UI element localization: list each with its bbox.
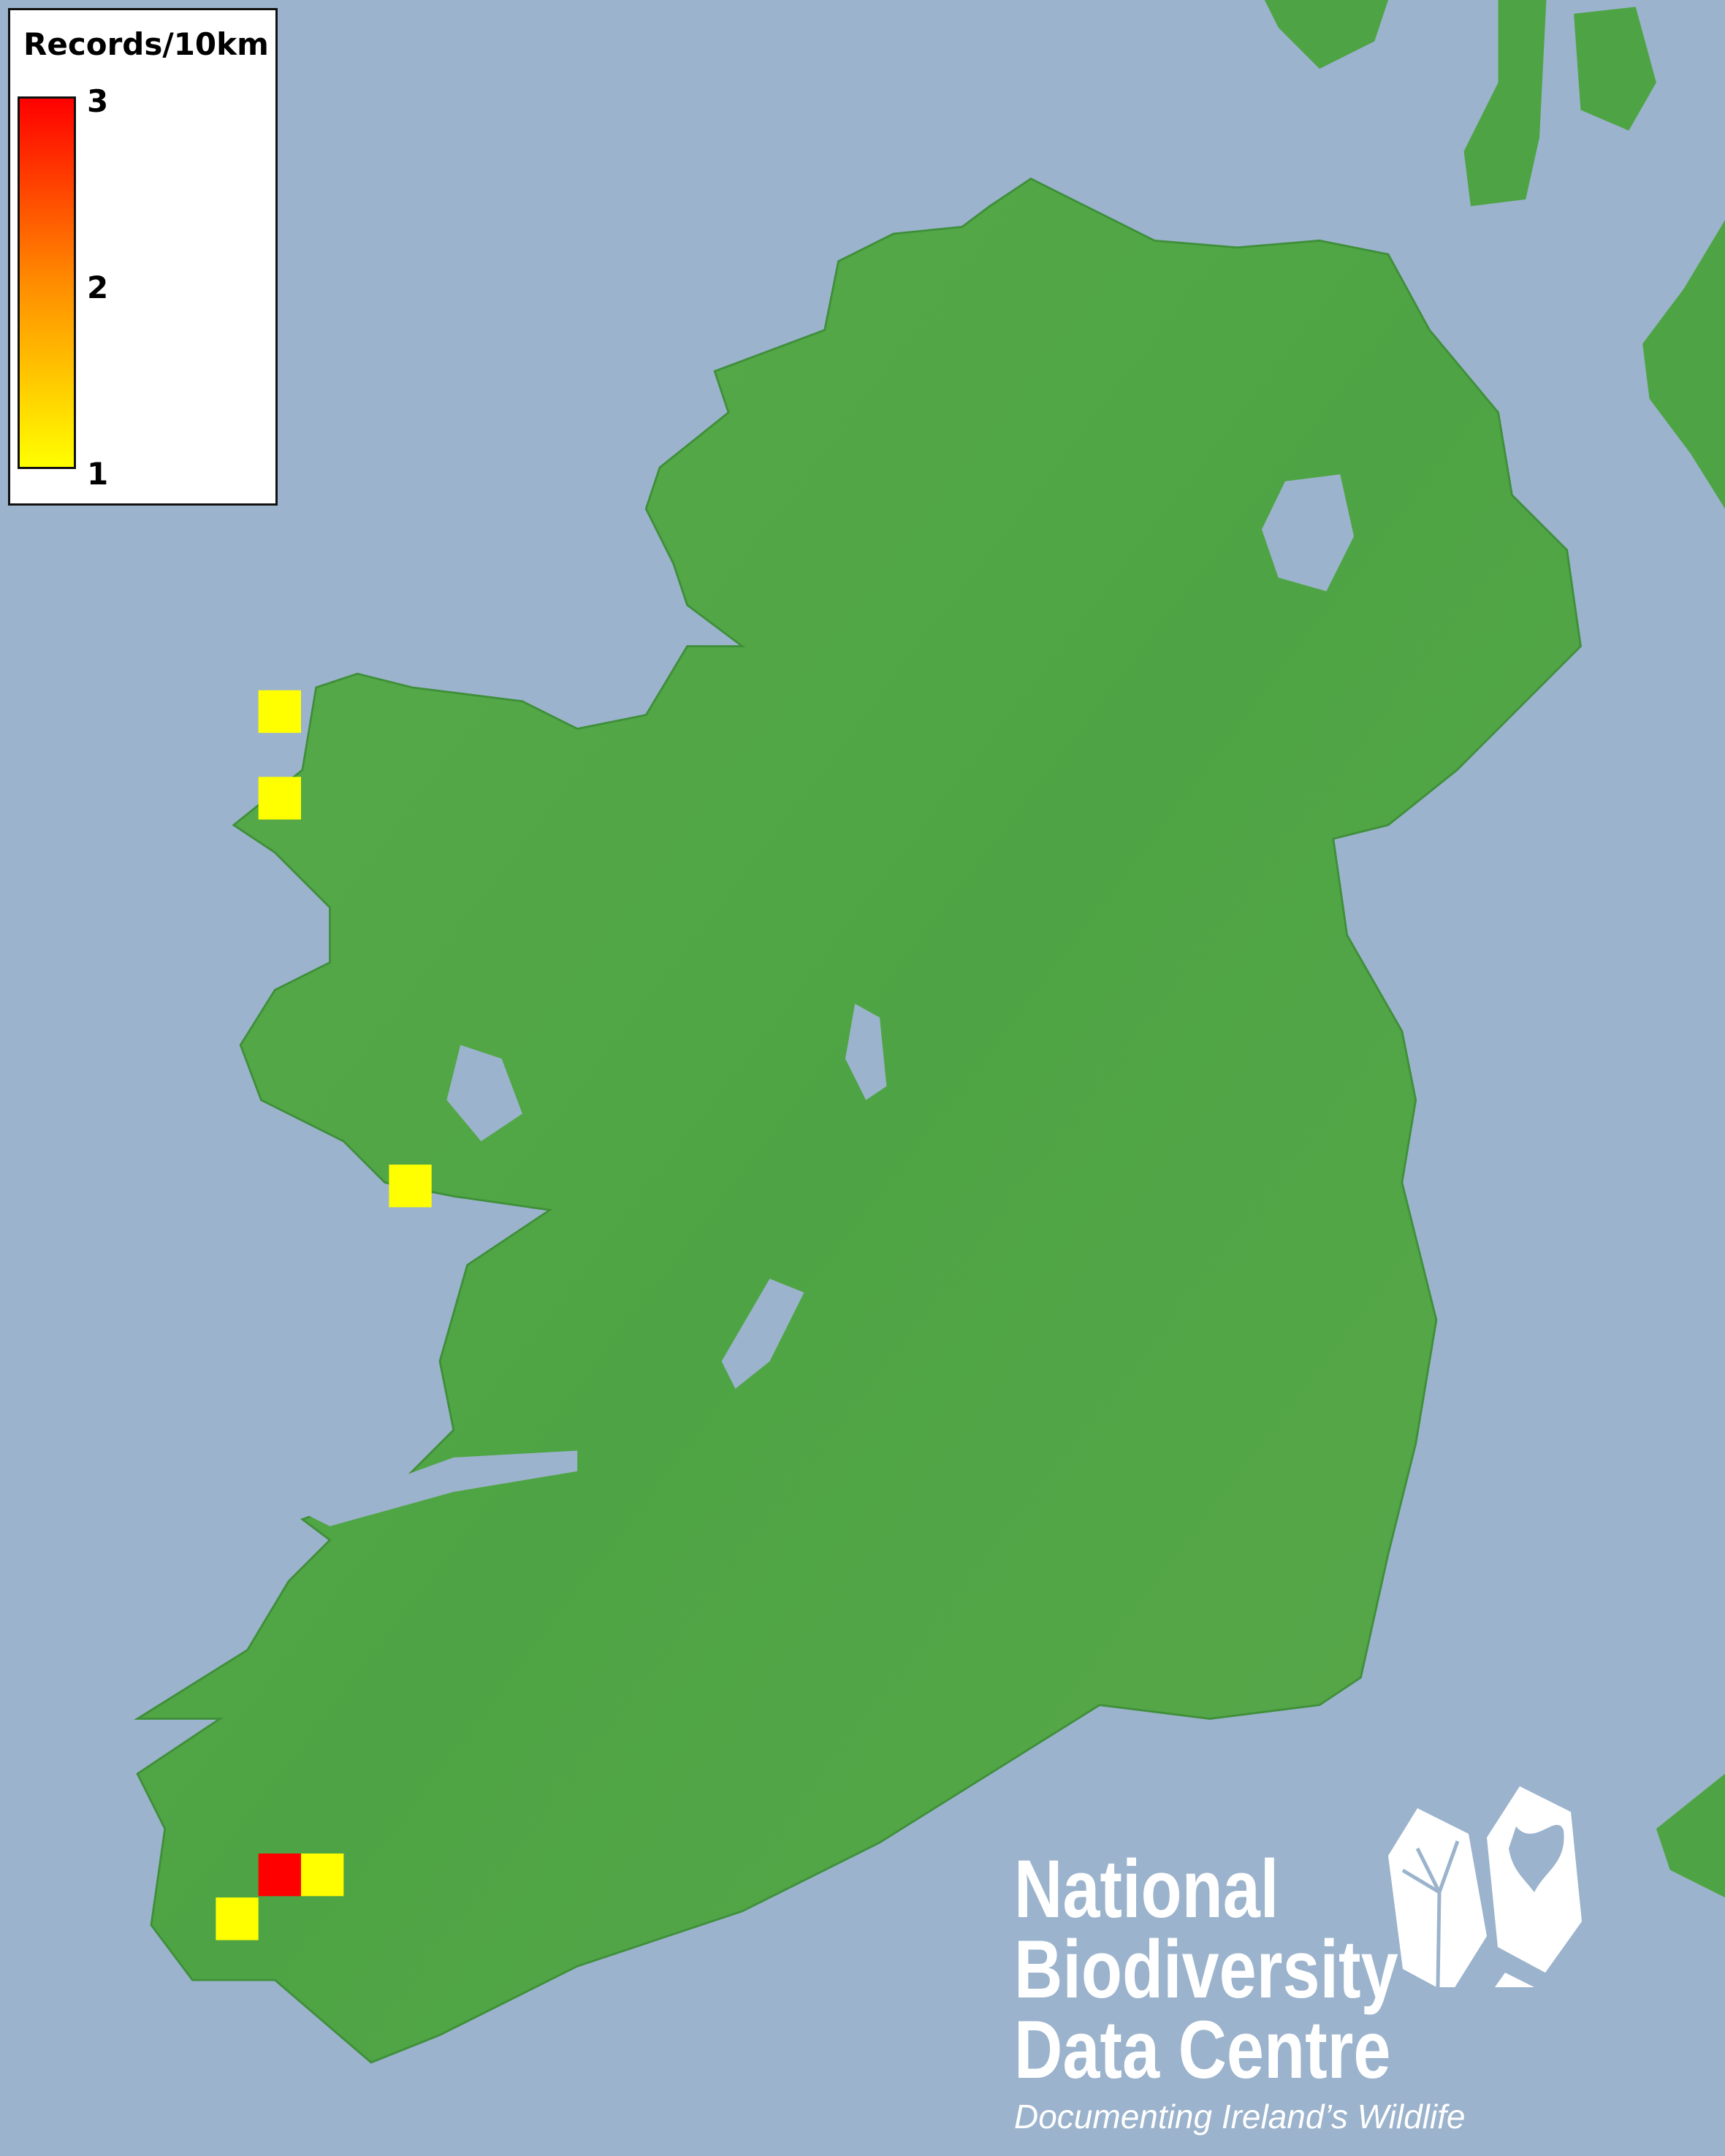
seahorse-icon <box>1495 1973 1534 1987</box>
scotland-island <box>1463 0 1547 207</box>
record-square-value-1 <box>300 1853 344 1897</box>
logo-hexagons <box>1388 1786 1582 1987</box>
scotland-mainland <box>1642 220 1725 509</box>
logo-line-1: National <box>1014 1843 1279 1935</box>
legend-title: Records/10km <box>23 26 269 62</box>
shannon-estuary <box>302 1450 578 1527</box>
lough-corrib <box>446 1045 522 1142</box>
record-square-value-1 <box>389 1165 432 1208</box>
logo-tagline: Documenting Ireland’s Wildlife <box>1014 2098 1466 2136</box>
scotland-island <box>1574 7 1656 131</box>
ireland-landmass <box>134 178 1582 2064</box>
logo-line-2: Biodiversity <box>1014 1924 1398 2015</box>
scotland-island <box>1264 0 1389 69</box>
record-square-value-1 <box>258 777 301 820</box>
logo-line-3: Data Centre <box>1014 2004 1391 2095</box>
record-squares <box>216 690 432 1940</box>
record-square-value-1 <box>258 690 301 734</box>
lough-derg <box>721 1279 804 1389</box>
legend: Records/10km 3 2 1 <box>8 8 278 506</box>
legend-tick-max: 3 <box>87 83 109 119</box>
record-square-value-3 <box>258 1853 301 1897</box>
wales-coast <box>1656 1773 1725 1898</box>
lough-neagh <box>1262 474 1355 592</box>
legend-colorbar <box>18 96 76 469</box>
lough-ree <box>845 1003 887 1100</box>
legend-tick-mid: 2 <box>87 270 109 305</box>
legend-tick-min: 1 <box>87 456 109 492</box>
record-square-value-1 <box>216 1897 259 1940</box>
